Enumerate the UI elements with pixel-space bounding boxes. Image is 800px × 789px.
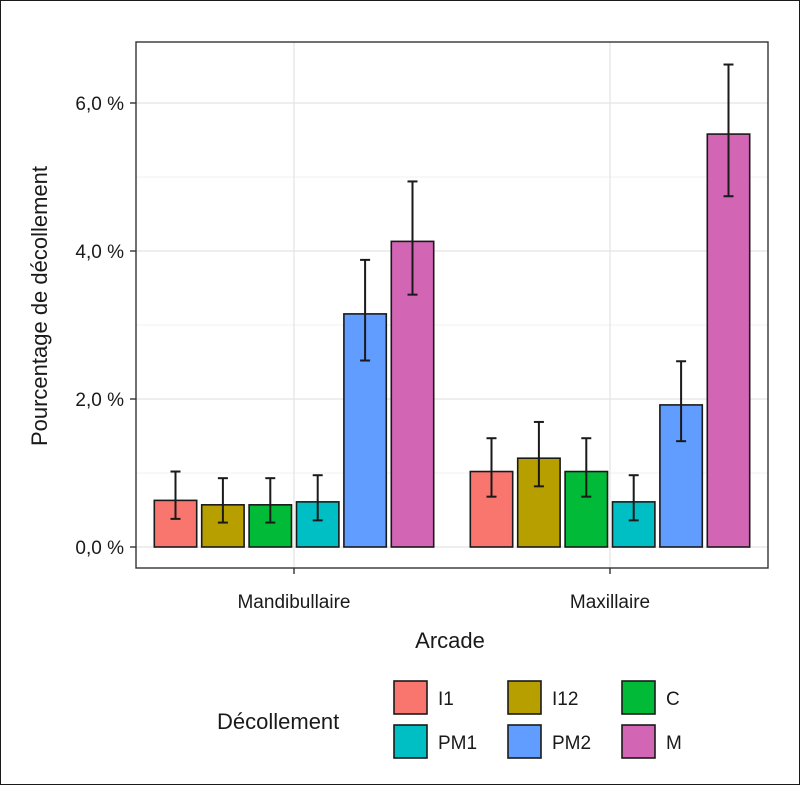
y-axis-title: Pourcentage de décollement bbox=[27, 166, 52, 446]
bars bbox=[153, 133, 751, 548]
y-tick-label: 2,0 % bbox=[75, 390, 124, 411]
legend-label: C bbox=[666, 689, 680, 710]
x-tick-label: Mandibullaire bbox=[237, 592, 350, 613]
x-axis-title: Arcade bbox=[415, 628, 485, 653]
legend-item-c: C bbox=[621, 680, 680, 715]
legend-swatch bbox=[393, 680, 428, 715]
legend-swatch bbox=[621, 680, 656, 715]
error-bar-pm1-maxillaire bbox=[628, 474, 639, 522]
bar-m-maxillaire bbox=[706, 133, 751, 548]
error-bar-pm2-mandibullaire bbox=[360, 258, 371, 362]
error-bar-pm1-mandibullaire bbox=[312, 474, 323, 522]
error-bar-m-mandibullaire bbox=[407, 180, 418, 296]
legend-label: M bbox=[666, 733, 682, 754]
error-bar-c-maxillaire bbox=[581, 437, 592, 498]
error-bar-pm2-maxillaire bbox=[676, 360, 687, 443]
legend-label: PM2 bbox=[552, 733, 591, 754]
y-tick-label: 4,0 % bbox=[75, 242, 124, 263]
y-tick-label: 0,0 % bbox=[75, 538, 124, 559]
legend-item-pm1: PM1 bbox=[393, 724, 477, 759]
legend-swatch bbox=[507, 680, 542, 715]
legend: Décollement I1 I12 C PM1 PM2 M bbox=[217, 680, 682, 759]
legend-label: PM1 bbox=[438, 733, 477, 754]
legend-title: Décollement bbox=[217, 709, 339, 734]
error-bar-m-maxillaire bbox=[723, 63, 734, 198]
y-tick-label: 6,0 % bbox=[75, 94, 124, 115]
error-bars bbox=[170, 63, 734, 524]
error-bar-c-mandibullaire bbox=[265, 477, 276, 524]
legend-swatch bbox=[393, 724, 428, 759]
legend-swatch bbox=[621, 724, 656, 759]
plot-border bbox=[135, 41, 769, 569]
error-bar-i1-mandibullaire bbox=[170, 470, 181, 520]
x-axis-ticks: Mandibullaire Maxillaire bbox=[237, 568, 650, 613]
legend-item-m: M bbox=[621, 724, 682, 759]
error-bar-i1-maxillaire bbox=[486, 437, 497, 498]
error-bar-i12-mandibullaire bbox=[217, 477, 228, 524]
x-tick-label: Maxillaire bbox=[570, 592, 650, 613]
legend-item-pm2: PM2 bbox=[507, 724, 591, 759]
legend-item-i12: I12 bbox=[507, 680, 578, 715]
error-bar-i12-maxillaire bbox=[533, 420, 544, 488]
legend-label: I1 bbox=[438, 689, 454, 710]
legend-swatch bbox=[507, 724, 542, 759]
plot-border-rect bbox=[135, 41, 769, 569]
legend-label: I12 bbox=[552, 689, 578, 710]
y-axis-ticks: 0,0 % 2,0 % 4,0 % 6,0 % bbox=[75, 94, 136, 559]
legend-item-i1: I1 bbox=[393, 680, 454, 715]
